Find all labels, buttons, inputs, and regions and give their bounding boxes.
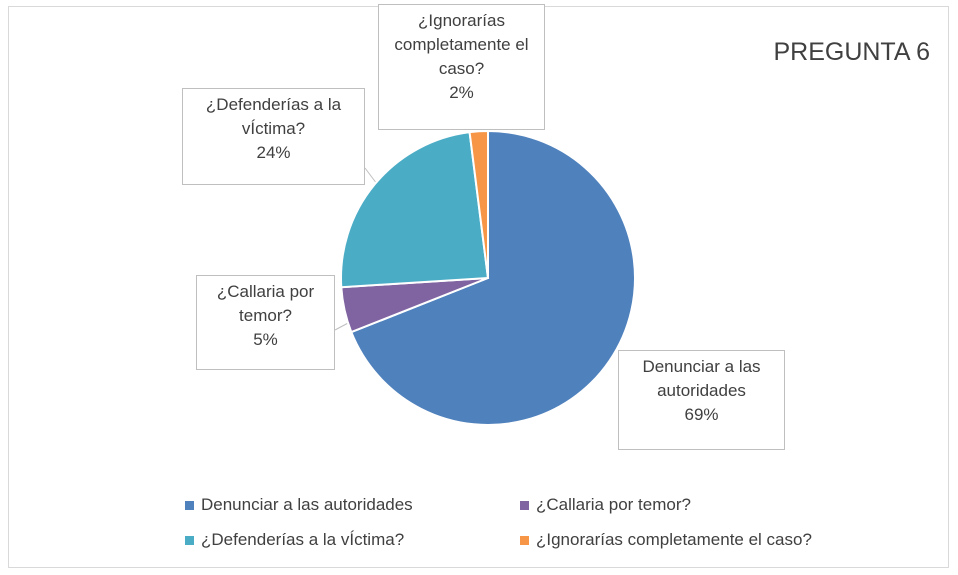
legend-swatch bbox=[520, 535, 529, 545]
pie-slice bbox=[350, 129, 636, 426]
legend-label: ¿Ignorarías completamente el caso? bbox=[536, 530, 812, 549]
legend-swatch bbox=[185, 500, 194, 510]
data-label-name: Denunciar a las autoridades bbox=[642, 357, 761, 400]
legend-swatch bbox=[520, 500, 529, 510]
legend-item: ¿Defenderías a la vÍctima? bbox=[185, 530, 404, 550]
legend-item: ¿Callaria por temor? bbox=[520, 495, 691, 515]
data-label-value: 5% bbox=[253, 330, 278, 349]
legend-label: Denunciar a las autoridades bbox=[201, 495, 413, 514]
chart-title: PREGUNTA 6 bbox=[773, 38, 930, 66]
data-label: ¿Defenderías a la vÍctima? 24% bbox=[182, 88, 365, 185]
legend-item: Denunciar a las autoridades bbox=[185, 495, 413, 515]
data-label: Denunciar a las autoridades 69% bbox=[618, 350, 785, 450]
data-label: ¿Callaria por temor? 5% bbox=[196, 275, 335, 370]
legend-label: ¿Callaria por temor? bbox=[536, 495, 691, 514]
data-label-name: ¿Callaria por temor? bbox=[216, 282, 315, 325]
legend-swatch bbox=[185, 535, 194, 545]
data-label-name: ¿Defenderías a la vÍctima? bbox=[205, 95, 342, 138]
data-label: ¿Ignorarías completamente el caso? 2% bbox=[378, 4, 545, 130]
pie-slice bbox=[340, 131, 490, 289]
data-label-value: 2% bbox=[449, 83, 474, 102]
pie-slice bbox=[468, 129, 489, 279]
legend-label: ¿Defenderías a la vÍctima? bbox=[201, 530, 405, 549]
data-label-name: ¿Ignorarías completamente el caso? bbox=[394, 11, 529, 78]
data-label-value: 24% bbox=[256, 143, 291, 162]
data-label-value: 69% bbox=[684, 405, 719, 424]
legend-item: ¿Ignorarías completamente el caso? bbox=[520, 530, 812, 550]
